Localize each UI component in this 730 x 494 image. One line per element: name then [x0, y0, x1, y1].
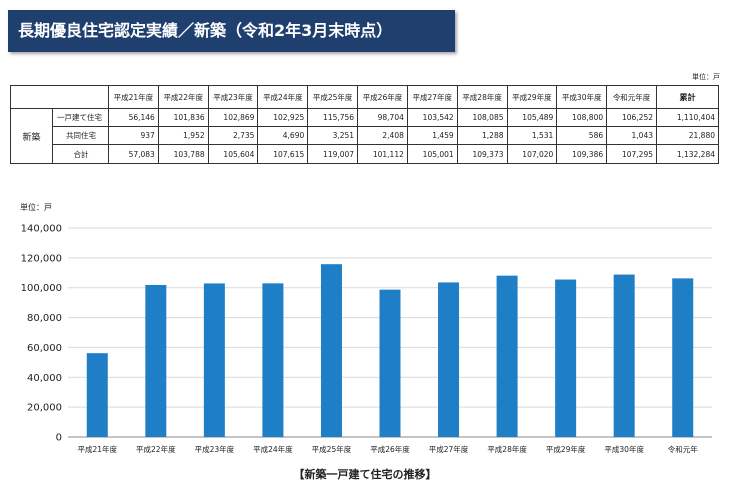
y-axis-ticks: 0 20,000 40,000 60,000 80,000 100,000 120,000 1…: [21, 224, 62, 444]
table-cell: 101,112: [357, 144, 408, 164]
chart-bars: [86, 264, 694, 437]
column-header: 平成23年度: [207, 85, 259, 109]
bar: [438, 282, 460, 437]
bar: [203, 283, 225, 437]
column-header: 平成25年度: [307, 85, 359, 109]
table-cell: 107,615: [257, 144, 309, 164]
y-tick-label: 40,000: [27, 373, 62, 384]
table-cell: 2,408: [357, 126, 408, 145]
table-header-row: 平成21年度 平成22年度 平成23年度 平成24年度 平成25年度 平成26年…: [10, 85, 719, 109]
table-cell: 102,869: [207, 108, 259, 127]
column-header: 平成29年度: [506, 85, 558, 109]
table-cell: 102,925: [257, 108, 309, 127]
y-tick-label: 60,000: [27, 343, 62, 354]
row-group-label: 新築: [10, 108, 53, 164]
table-cell: 105,001: [406, 144, 458, 164]
column-header: 令和元年度: [606, 85, 657, 109]
x-tick-label: 平成29年度: [546, 444, 586, 454]
results-table: 平成21年度 平成22年度 平成23年度 平成24年度 平成25年度 平成26年…: [10, 85, 719, 164]
y-tick-label: 140,000: [21, 224, 62, 235]
y-tick-label: 100,000: [21, 283, 62, 294]
chart-caption: 【新築一戸建て住宅の推移】: [293, 468, 437, 481]
chart-gridlines: [68, 227, 712, 438]
table-cell: 1,459: [406, 126, 458, 145]
chart-unit-label: 単位：戸: [20, 203, 52, 212]
row-label: 一戸建て住宅: [52, 108, 109, 127]
x-tick-label: 平成28年度: [487, 444, 527, 454]
table-cell-total: 1,132,284: [656, 144, 719, 164]
column-header: 平成28年度: [456, 85, 508, 109]
bar: [672, 278, 694, 437]
y-tick-label: 0: [56, 433, 62, 444]
table-row-total: 合計 57,083 103,788 105,604 107,615 119,00…: [11, 144, 719, 164]
column-header: 平成27年度: [406, 85, 458, 109]
table-row-apartment: 共同住宅 937 1,952 2,735 4,690 3,251 2,408 1…: [11, 126, 719, 145]
table-cell: 101,836: [157, 108, 209, 127]
bar: [86, 353, 108, 437]
table-cell: 98,704: [357, 108, 408, 127]
x-tick-label: 平成27年度: [429, 444, 469, 454]
table-cell: 586: [556, 126, 608, 145]
bar: [496, 275, 518, 437]
bar: [262, 283, 284, 437]
y-tick-label: 120,000: [21, 253, 62, 264]
bar: [320, 264, 342, 437]
table-cell: 108,800: [556, 108, 608, 127]
table-cell: 109,373: [456, 144, 508, 164]
x-tick-label: 平成22年度: [136, 444, 176, 454]
column-header-total: 累計: [656, 85, 719, 109]
bar: [379, 289, 401, 437]
column-header: 平成26年度: [357, 85, 408, 109]
x-tick-label: 平成23年度: [195, 444, 235, 454]
x-tick-label: 平成30年度: [604, 444, 644, 454]
column-header: 平成21年度: [108, 85, 159, 109]
table-cell: 56,146: [108, 108, 159, 127]
table-header-blank: [10, 85, 109, 109]
table-cell: 108,085: [456, 108, 508, 127]
bar: [145, 284, 167, 437]
table-cell: 107,295: [606, 144, 657, 164]
table-cell-total: 21,880: [656, 126, 719, 145]
page-title: 長期優良住宅認定実績／新築（令和2年3月末時点）: [8, 10, 455, 52]
table-cell: 57,083: [108, 144, 159, 164]
bar-chart: 0 20,000 40,000 60,000 80,000 100,000 120,000 1…: [21, 224, 712, 454]
column-header: 平成22年度: [157, 85, 209, 109]
table-cell: 1,288: [456, 126, 508, 145]
table-cell: 105,489: [506, 108, 558, 127]
x-axis-ticks: 平成21年度 平成22年度 平成23年度 平成24年度 平成25年度 平成26年度 平成27…: [77, 444, 698, 454]
table-cell: 109,386: [556, 144, 608, 164]
x-tick-label: 平成24年度: [253, 444, 293, 454]
table-cell: 107,020: [506, 144, 558, 164]
table-cell: 119,007: [307, 144, 359, 164]
table-cell: 1,043: [606, 126, 657, 145]
table-cell: 937: [108, 126, 159, 145]
column-header: 平成24年度: [257, 85, 309, 109]
column-header: 平成30年度: [556, 85, 608, 109]
table-cell-total: 1,110,404: [656, 108, 719, 127]
x-tick-label: 平成26年度: [370, 444, 410, 454]
table-cell: 106,252: [606, 108, 657, 127]
y-tick-label: 80,000: [27, 313, 62, 324]
table-cell: 103,788: [157, 144, 209, 164]
x-tick-label: 平成21年度: [77, 444, 117, 454]
table-row-detached: 新築 一戸建て住宅 56,146 101,836 102,869 102,925…: [10, 108, 719, 164]
x-tick-label: 令和元年: [668, 444, 698, 454]
table-cell: 3,251: [307, 126, 359, 145]
table-cell: 1,531: [506, 126, 558, 145]
row-label: 共同住宅: [52, 126, 109, 145]
bar: [613, 274, 635, 437]
bar: [555, 279, 577, 437]
table-cell: 4,690: [257, 126, 309, 145]
table-cell: 103,542: [406, 108, 458, 127]
row-label: 合計: [52, 144, 109, 164]
table-cell: 105,604: [207, 144, 259, 164]
table-cell: 2,735: [207, 126, 259, 145]
table-cell: 115,756: [307, 108, 359, 127]
x-tick-label: 平成25年度: [312, 444, 352, 454]
y-tick-label: 20,000: [27, 403, 62, 414]
table-cell: 1,952: [157, 126, 209, 145]
table-unit-label: 単位：戸: [692, 73, 720, 81]
